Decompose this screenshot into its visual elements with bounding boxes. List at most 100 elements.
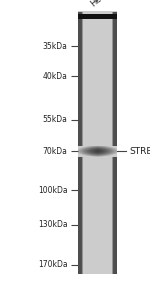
Bar — [78, 156, 117, 158]
Bar — [116, 12, 117, 274]
Bar — [105, 156, 106, 157]
Bar — [110, 153, 111, 154]
Bar — [94, 146, 95, 147]
Bar — [94, 153, 95, 154]
Bar — [78, 25, 117, 27]
Bar — [106, 152, 107, 153]
Bar — [114, 12, 117, 274]
Bar — [99, 156, 100, 157]
Bar — [110, 152, 111, 153]
Bar — [95, 154, 96, 155]
Bar — [82, 149, 83, 150]
Bar — [99, 152, 100, 153]
Bar — [104, 153, 105, 154]
Bar — [108, 151, 109, 152]
Bar — [110, 149, 111, 150]
Bar — [80, 146, 81, 147]
Bar — [78, 151, 79, 152]
Bar — [87, 154, 88, 155]
Bar — [96, 155, 97, 156]
Bar — [99, 151, 100, 152]
Bar — [79, 147, 80, 148]
Bar — [91, 149, 92, 150]
Bar — [114, 151, 115, 152]
Bar — [78, 156, 79, 157]
Bar — [97, 146, 98, 147]
Bar — [83, 156, 84, 157]
Bar — [114, 12, 117, 274]
Bar — [78, 168, 117, 170]
Bar — [90, 154, 91, 155]
Bar — [116, 151, 117, 152]
Bar — [102, 149, 103, 150]
Bar — [85, 153, 86, 154]
Bar — [78, 172, 117, 174]
Bar — [78, 163, 117, 165]
Bar — [92, 149, 93, 150]
Bar — [99, 155, 100, 156]
Bar — [80, 153, 81, 154]
Bar — [82, 153, 83, 154]
Bar — [78, 149, 79, 150]
Bar — [84, 149, 85, 150]
Bar — [99, 146, 100, 147]
Bar — [115, 146, 116, 147]
Bar — [85, 149, 86, 150]
Bar — [116, 12, 117, 274]
Bar — [78, 146, 79, 147]
Bar — [78, 184, 117, 186]
Bar — [81, 155, 82, 156]
Bar — [116, 148, 117, 149]
Bar — [94, 150, 95, 151]
Bar — [98, 148, 99, 149]
Bar — [78, 214, 117, 216]
Bar — [99, 148, 100, 149]
Bar — [82, 151, 83, 152]
Bar — [78, 129, 117, 131]
Bar — [99, 151, 100, 152]
Bar — [106, 146, 107, 147]
Bar — [93, 146, 94, 147]
Bar — [112, 146, 113, 147]
Bar — [108, 153, 109, 154]
Bar — [85, 155, 86, 156]
Bar — [114, 12, 117, 274]
Bar — [85, 149, 86, 150]
Bar — [91, 147, 92, 148]
Bar — [81, 150, 82, 151]
Bar — [105, 147, 106, 148]
Bar — [103, 152, 104, 153]
Bar — [78, 148, 79, 149]
Bar — [115, 12, 117, 274]
Bar — [99, 148, 100, 149]
Bar — [87, 150, 88, 151]
Bar — [78, 176, 117, 178]
Bar — [104, 151, 105, 152]
Bar — [78, 175, 117, 177]
Bar — [94, 154, 95, 155]
Bar — [102, 154, 103, 155]
Bar — [102, 153, 103, 154]
Bar — [101, 156, 102, 157]
Bar — [105, 155, 106, 156]
Bar — [85, 147, 86, 148]
Bar — [95, 147, 96, 148]
Bar — [103, 147, 104, 148]
Bar — [109, 155, 110, 156]
Bar — [89, 156, 90, 157]
Bar — [105, 155, 106, 156]
Bar — [112, 155, 113, 156]
Bar — [115, 151, 116, 152]
Bar — [94, 152, 95, 153]
Bar — [96, 156, 97, 157]
Bar — [79, 148, 80, 149]
Bar — [78, 154, 79, 155]
Bar — [105, 149, 106, 150]
Bar — [81, 149, 82, 150]
Bar — [78, 227, 117, 229]
Bar — [97, 154, 98, 155]
Bar — [116, 153, 117, 154]
Bar — [113, 12, 117, 274]
Bar — [79, 148, 80, 149]
Bar — [83, 146, 84, 147]
